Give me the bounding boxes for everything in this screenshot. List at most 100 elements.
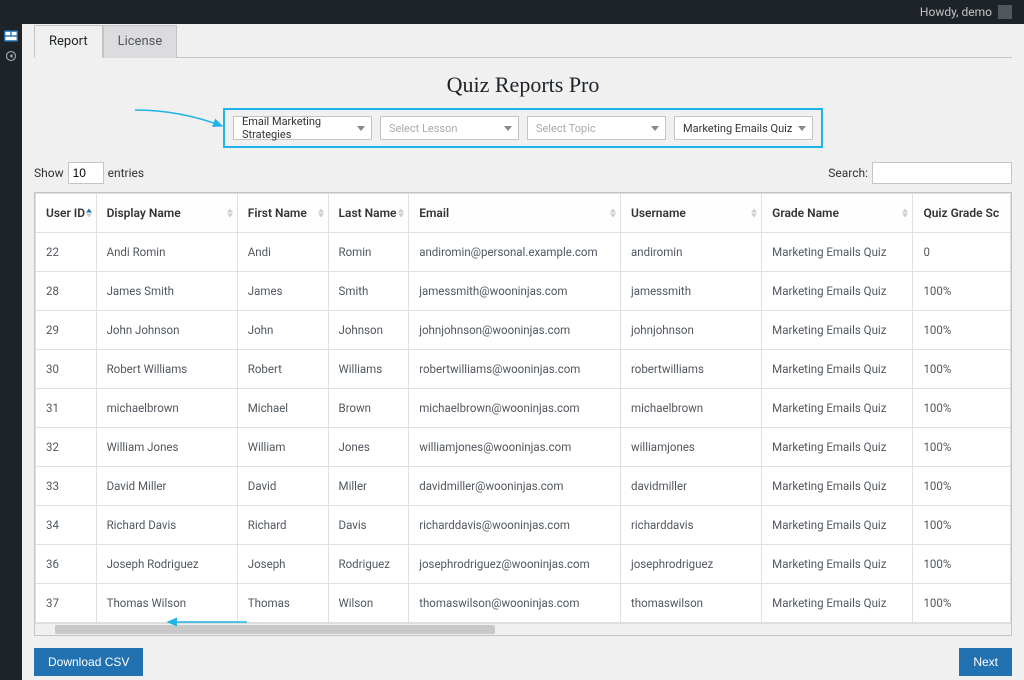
cell-last_name: Williams (328, 350, 409, 389)
cell-user_id: 28 (36, 272, 97, 311)
table-row: 31michaelbrownMichaelBrownmichaelbrown@w… (36, 389, 1011, 428)
cell-username: michaelbrown (620, 389, 761, 428)
admin-bar: Howdy, demo (0, 0, 1024, 24)
col-first-name[interactable]: First Name (237, 194, 328, 233)
cell-first_name: Andi (237, 233, 328, 272)
cell-display_name: Joseph Rodriguez (96, 545, 237, 584)
cell-user_id: 32 (36, 428, 97, 467)
search-input[interactable] (872, 162, 1012, 184)
cell-quiz_grade_score: 100% (913, 428, 1011, 467)
page-title: Quiz Reports Pro (34, 72, 1012, 98)
col-last-name[interactable]: Last Name (328, 194, 409, 233)
cell-grade_name: Marketing Emails Quiz (762, 233, 913, 272)
cell-quiz_grade_score: 100% (913, 350, 1011, 389)
cell-display_name: Richard Davis (96, 506, 237, 545)
cell-first_name: James (237, 272, 328, 311)
table-row: 33David MillerDavidMillerdavidmiller@woo… (36, 467, 1011, 506)
cell-quiz_grade_score: 0 (913, 233, 1011, 272)
course-select[interactable]: Email Marketing Strategies (233, 116, 372, 140)
col-display-name[interactable]: Display Name (96, 194, 237, 233)
cell-first_name: Robert (237, 350, 328, 389)
cell-email: davidmiller@wooninjas.com (409, 467, 621, 506)
cell-username: andiromin (620, 233, 761, 272)
topic-select[interactable]: Select Topic (527, 116, 666, 140)
cell-username: jamessmith (620, 272, 761, 311)
col-user-id[interactable]: User ID (36, 194, 97, 233)
report-table-wrap: User ID Display Name First Name Last Nam… (34, 192, 1012, 636)
cell-display_name: John Johnson (96, 311, 237, 350)
cell-email: josephrodriguez@wooninjas.com (409, 545, 621, 584)
cell-quiz_grade_score: 100% (913, 545, 1011, 584)
admin-sidebar (0, 24, 22, 680)
cell-username: davidmiller (620, 467, 761, 506)
cell-quiz_grade_score: 100% (913, 584, 1011, 623)
content-area: Report License Quiz Reports Pro Email Ma… (22, 24, 1024, 680)
horizontal-scrollbar[interactable] (35, 623, 1011, 635)
cell-last_name: Smith (328, 272, 409, 311)
cell-quiz_grade_score: 100% (913, 467, 1011, 506)
table-row: 34Richard DavisRichardDavisricharddavis@… (36, 506, 1011, 545)
entries-input[interactable] (68, 162, 104, 184)
cell-grade_name: Marketing Emails Quiz (762, 467, 913, 506)
cell-user_id: 34 (36, 506, 97, 545)
avatar[interactable] (998, 5, 1012, 19)
tab-license[interactable]: License (103, 25, 178, 58)
col-username[interactable]: Username (620, 194, 761, 233)
cell-quiz_grade_score: 100% (913, 311, 1011, 350)
cell-email: thomaswilson@wooninjas.com (409, 584, 621, 623)
cell-grade_name: Marketing Emails Quiz (762, 389, 913, 428)
cell-first_name: Thomas (237, 584, 328, 623)
cell-username: josephrodriguez (620, 545, 761, 584)
cell-email: williamjones@wooninjas.com (409, 428, 621, 467)
lesson-select[interactable]: Select Lesson (380, 116, 519, 140)
cell-last_name: Miller (328, 467, 409, 506)
cell-user_id: 29 (36, 311, 97, 350)
cell-email: jamessmith@wooninjas.com (409, 272, 621, 311)
cell-user_id: 37 (36, 584, 97, 623)
cell-user_id: 36 (36, 545, 97, 584)
dashboard-icon[interactable] (4, 30, 18, 42)
cell-display_name: Andi Romin (96, 233, 237, 272)
cell-email: robertwilliams@wooninjas.com (409, 350, 621, 389)
cell-quiz_grade_score: 100% (913, 506, 1011, 545)
col-grade-name[interactable]: Grade Name (762, 194, 913, 233)
cell-last_name: Romin (328, 233, 409, 272)
cell-last_name: Davis (328, 506, 409, 545)
admin-greeting: Howdy, demo (920, 5, 992, 19)
cell-display_name: michaelbrown (96, 389, 237, 428)
table-header-row: User ID Display Name First Name Last Nam… (36, 194, 1011, 233)
cell-first_name: John (237, 311, 328, 350)
table-row: 29John JohnsonJohnJohnsonjohnjohnson@woo… (36, 311, 1011, 350)
cell-username: johnjohnson (620, 311, 761, 350)
cell-display_name: Robert Williams (96, 350, 237, 389)
cell-last_name: Jones (328, 428, 409, 467)
next-button[interactable]: Next (959, 648, 1012, 676)
cell-user_id: 33 (36, 467, 97, 506)
cell-username: richarddavis (620, 506, 761, 545)
quiz-select[interactable]: Marketing Emails Quiz (674, 116, 813, 140)
cell-first_name: Michael (237, 389, 328, 428)
collapse-icon[interactable] (4, 50, 18, 62)
annotation-arrow-icon (130, 104, 230, 134)
cell-last_name: Johnson (328, 311, 409, 350)
cell-display_name: William Jones (96, 428, 237, 467)
table-row: 22Andi RominAndiRominandiromin@personal.… (36, 233, 1011, 272)
report-table: User ID Display Name First Name Last Nam… (35, 193, 1011, 623)
cell-grade_name: Marketing Emails Quiz (762, 272, 913, 311)
cell-grade_name: Marketing Emails Quiz (762, 311, 913, 350)
cell-last_name: Rodriguez (328, 545, 409, 584)
col-quiz-grade-score[interactable]: Quiz Grade Sc (913, 194, 1011, 233)
cell-grade_name: Marketing Emails Quiz (762, 428, 913, 467)
cell-username: thomaswilson (620, 584, 761, 623)
download-csv-button[interactable]: Download CSV (34, 648, 143, 676)
cell-user_id: 31 (36, 389, 97, 428)
cell-quiz_grade_score: 100% (913, 389, 1011, 428)
cell-user_id: 30 (36, 350, 97, 389)
tab-bar: Report License (34, 24, 1012, 58)
cell-first_name: Joseph (237, 545, 328, 584)
col-email[interactable]: Email (409, 194, 621, 233)
cell-user_id: 22 (36, 233, 97, 272)
table-row: 32William JonesWilliamJoneswilliamjones@… (36, 428, 1011, 467)
tab-report[interactable]: Report (34, 25, 103, 58)
cell-grade_name: Marketing Emails Quiz (762, 584, 913, 623)
